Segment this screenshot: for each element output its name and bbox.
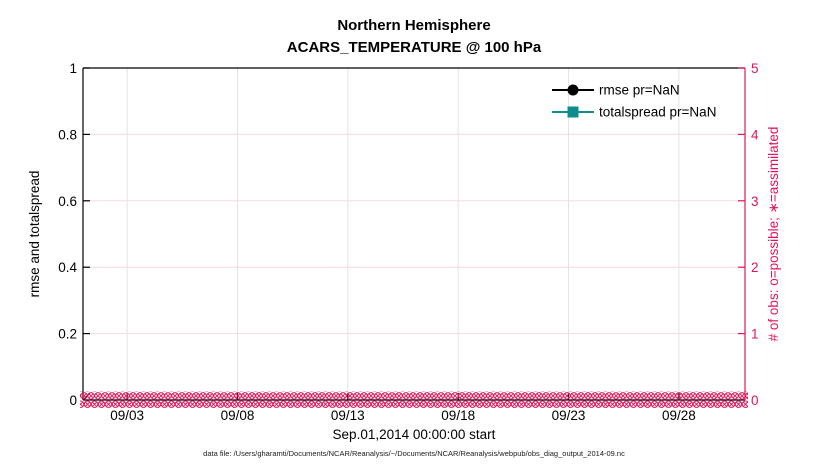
left-axis-tick-labels: 1 0.8 0.6 0.4 0.2 0 xyxy=(58,61,77,408)
right-tick-label: 2 xyxy=(751,260,759,275)
left-tick-label: 0.4 xyxy=(58,260,77,275)
chart-title-line2: ACARS_TEMPERATURE @ 100 hPa xyxy=(287,39,542,56)
left-tick-label: 1 xyxy=(69,61,77,76)
x-tick-label: 09/03 xyxy=(110,408,144,423)
y-gridlines xyxy=(83,133,745,335)
x-tick-label: 09/23 xyxy=(552,408,586,423)
right-tick-label: 4 xyxy=(751,127,759,142)
totalspread-square-marker-icon xyxy=(567,106,579,118)
right-tick-label: 0 xyxy=(751,393,759,408)
legend-label-totalspread: totalspread pr=NaN xyxy=(599,105,716,120)
x-tick-label: 09/28 xyxy=(662,408,696,423)
x-tick-label: 09/13 xyxy=(331,408,365,423)
data-file-caption: data file: /Users/gharamti/Documents/NCA… xyxy=(203,449,625,458)
legend-label-rmse: rmse pr=NaN xyxy=(599,83,680,98)
legend-entry-rmse: rmse pr=NaN xyxy=(552,83,680,98)
x-tick-label: 09/18 xyxy=(441,408,475,423)
chart-title-line1: Northern Hemisphere xyxy=(337,17,490,34)
right-tick-label: 5 xyxy=(751,61,759,76)
x-axis-tick-labels: 09/03 09/08 09/13 09/18 09/23 09/28 xyxy=(110,408,696,423)
right-tick-label: 3 xyxy=(751,194,759,209)
left-axis-ticks xyxy=(82,67,91,401)
x-axis-label: Sep.01,2014 00:00:00 start xyxy=(333,427,496,442)
x-gridlines xyxy=(126,68,680,400)
obs-count-zero-marker-band xyxy=(80,391,748,408)
legend: rmse pr=NaN totalspread pr=NaN xyxy=(552,83,716,120)
rmse-circle-marker-icon xyxy=(567,84,579,96)
left-tick-label: 0 xyxy=(69,393,77,408)
right-tick-label: 1 xyxy=(751,327,759,342)
left-y-axis-label: rmse and totalspread xyxy=(27,171,42,298)
right-axis-tick-labels: 5 4 3 2 1 0 xyxy=(751,61,759,408)
right-y-axis-label: # of obs: o=possible; ∗=assimilated xyxy=(766,127,781,342)
right-axis-ticks xyxy=(738,67,745,335)
left-tick-label: 0.6 xyxy=(58,194,77,209)
left-tick-label: 0.2 xyxy=(58,327,77,342)
x-tick-label: 09/08 xyxy=(221,408,255,423)
legend-entry-totalspread: totalspread pr=NaN xyxy=(552,105,716,120)
left-tick-label: 0.8 xyxy=(58,127,77,142)
